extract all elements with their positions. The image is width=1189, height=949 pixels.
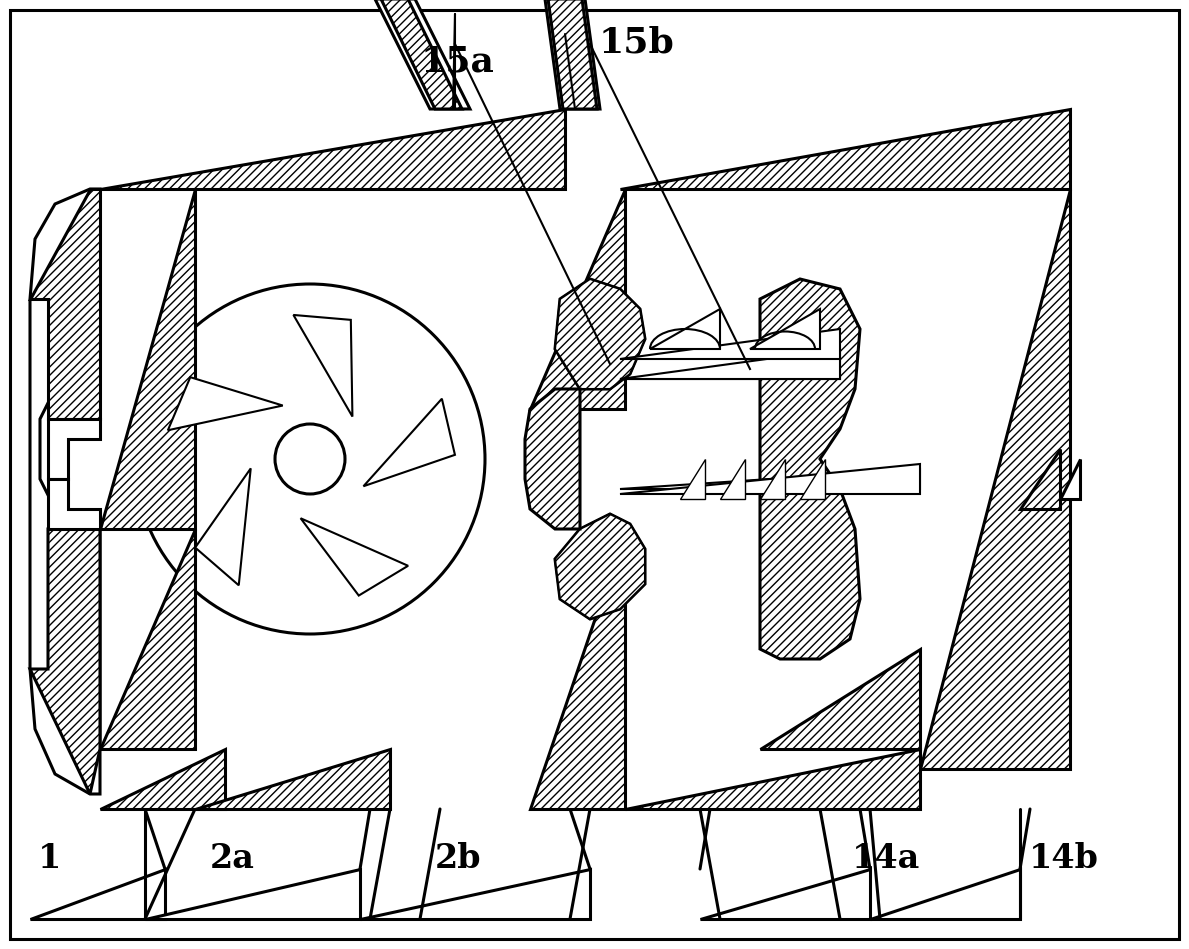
PathPatch shape	[1020, 449, 1061, 509]
Text: 15a: 15a	[421, 45, 495, 79]
PathPatch shape	[1061, 459, 1080, 499]
PathPatch shape	[168, 377, 283, 430]
PathPatch shape	[750, 309, 820, 349]
PathPatch shape	[30, 529, 100, 794]
PathPatch shape	[721, 459, 746, 499]
Text: 15b: 15b	[598, 26, 674, 60]
PathPatch shape	[625, 749, 920, 809]
PathPatch shape	[619, 349, 839, 379]
PathPatch shape	[195, 749, 390, 809]
Text: 14a: 14a	[851, 843, 920, 875]
PathPatch shape	[555, 279, 644, 389]
PathPatch shape	[650, 309, 721, 349]
Circle shape	[275, 424, 345, 494]
PathPatch shape	[360, 869, 590, 919]
PathPatch shape	[619, 359, 839, 379]
PathPatch shape	[760, 649, 920, 749]
PathPatch shape	[760, 279, 860, 659]
PathPatch shape	[530, 189, 625, 409]
PathPatch shape	[375, 0, 470, 109]
PathPatch shape	[545, 0, 600, 109]
PathPatch shape	[619, 464, 920, 494]
PathPatch shape	[619, 329, 839, 359]
PathPatch shape	[526, 389, 580, 529]
PathPatch shape	[800, 459, 825, 499]
PathPatch shape	[100, 189, 195, 529]
PathPatch shape	[619, 469, 920, 489]
PathPatch shape	[100, 109, 565, 189]
PathPatch shape	[555, 514, 644, 619]
Text: 1: 1	[38, 843, 62, 875]
PathPatch shape	[619, 109, 1070, 189]
PathPatch shape	[364, 399, 455, 486]
Text: 14b: 14b	[1030, 843, 1099, 875]
PathPatch shape	[145, 869, 360, 919]
PathPatch shape	[380, 0, 463, 109]
PathPatch shape	[48, 419, 100, 479]
PathPatch shape	[100, 529, 195, 749]
PathPatch shape	[30, 189, 100, 794]
Text: 2a: 2a	[209, 843, 254, 875]
PathPatch shape	[555, 279, 644, 389]
PathPatch shape	[700, 869, 870, 919]
PathPatch shape	[555, 514, 644, 619]
PathPatch shape	[100, 749, 225, 809]
PathPatch shape	[920, 189, 1070, 769]
PathPatch shape	[294, 315, 352, 417]
PathPatch shape	[195, 469, 251, 586]
PathPatch shape	[680, 459, 705, 499]
PathPatch shape	[548, 0, 597, 109]
PathPatch shape	[870, 869, 1020, 919]
PathPatch shape	[760, 459, 785, 499]
PathPatch shape	[301, 518, 408, 596]
PathPatch shape	[530, 529, 625, 809]
PathPatch shape	[48, 479, 100, 529]
Circle shape	[136, 284, 485, 634]
Text: 2b: 2b	[434, 843, 482, 875]
PathPatch shape	[30, 189, 100, 419]
PathPatch shape	[30, 869, 165, 919]
